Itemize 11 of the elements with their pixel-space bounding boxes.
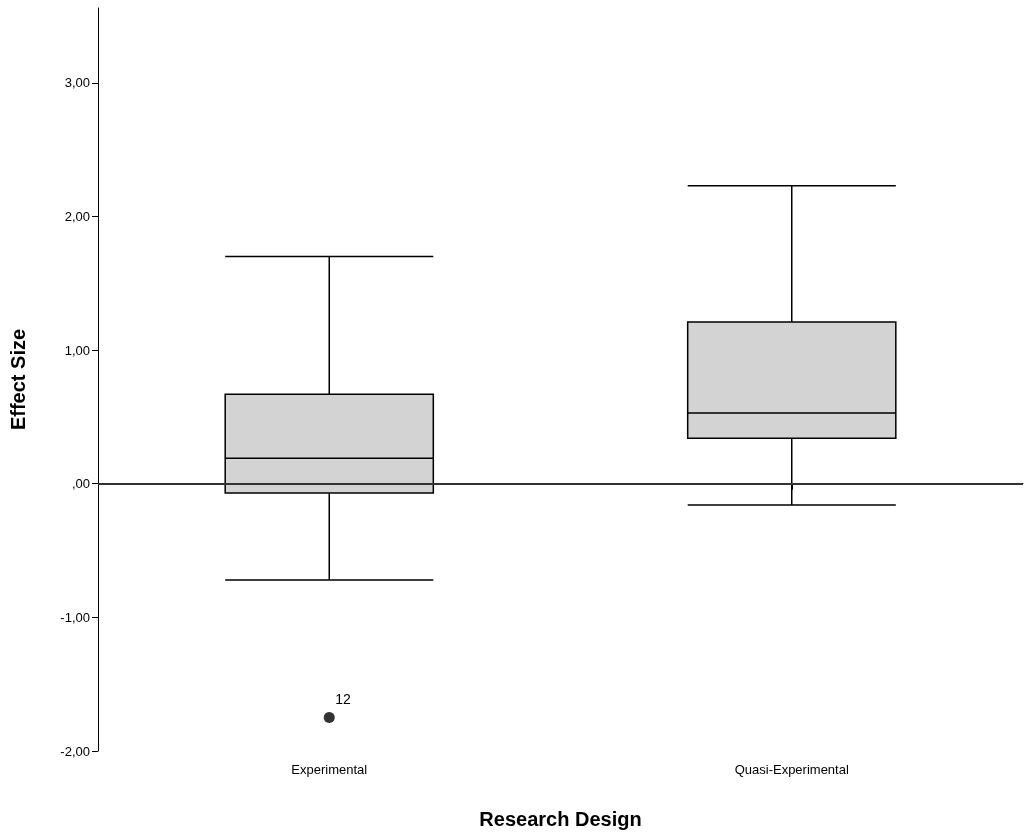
y-tick-label: ,00: [71, 476, 90, 492]
y-tick-label: 3,00: [64, 75, 90, 91]
x-axis-title: Research Design: [479, 808, 642, 830]
y-tick-label: 2,00: [64, 208, 90, 224]
y-tick-label: -1,00: [60, 609, 90, 625]
y-tick-label: 1,00: [64, 342, 90, 358]
x-tick-label: Experimental: [291, 762, 368, 777]
x-tick-label: Quasi-Experimental: [734, 762, 849, 777]
y-axis-title: Effect Size: [7, 328, 29, 431]
y-tick-label: -2,00: [60, 743, 90, 759]
annotation: 12: [335, 690, 352, 707]
